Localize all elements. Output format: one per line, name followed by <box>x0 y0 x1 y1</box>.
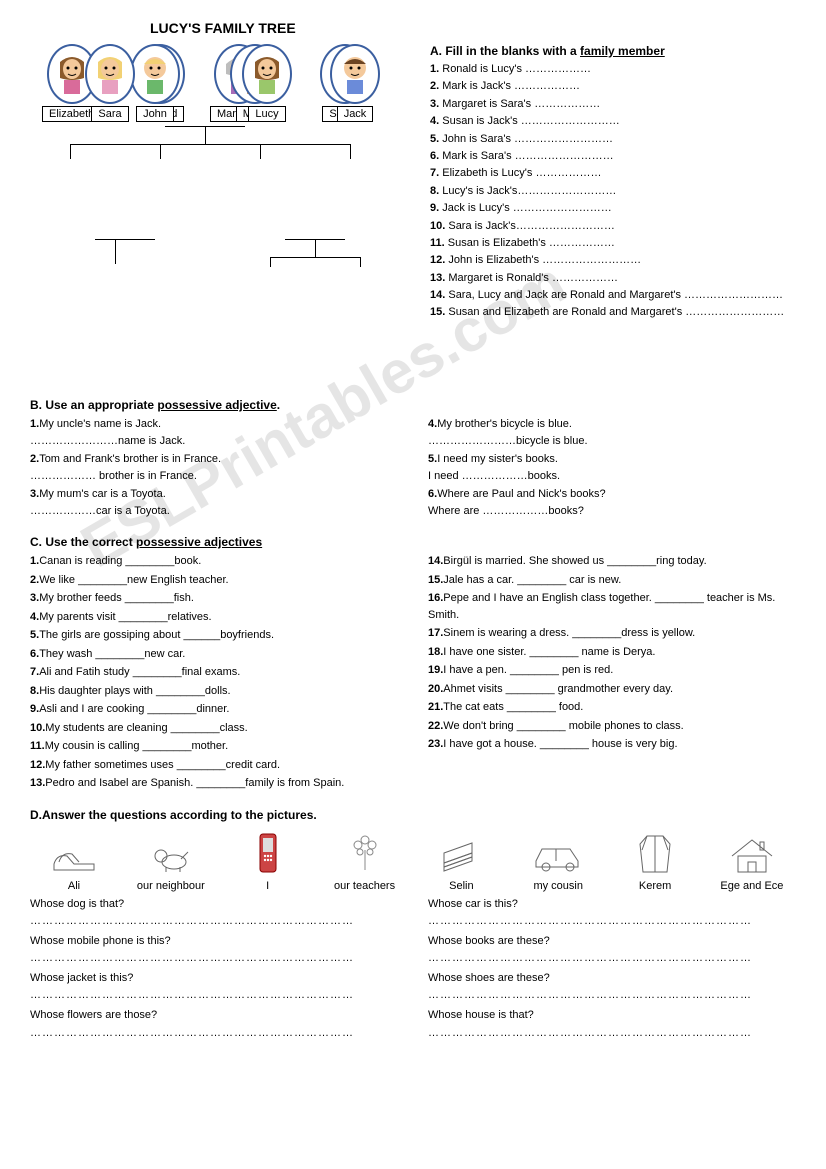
section-c-item: 13.Pedro and Isabel are Spanish. _______… <box>30 775 398 792</box>
picture-car: my cousin <box>514 830 602 892</box>
john-portrait <box>130 44 180 104</box>
section-a-list: 1. Ronald is Lucy's ……………… 2. Mark is Jac… <box>430 62 796 321</box>
section-b-item: 6.Where are Paul and Nick's books?Where … <box>428 486 796 519</box>
section-c-item: 6.They wash ________new car. <box>30 646 398 663</box>
section-b-item: 3.My mum's car is a Toyota.………………car is … <box>30 486 398 519</box>
section-d-item: Whose jacket is this?…………………………………………………… <box>30 970 398 1005</box>
section-c: C. Use the correct possessive adjectives… <box>30 535 796 794</box>
section-d-item: Whose mobile phone is this?…………………………………… <box>30 933 398 968</box>
section-c-item: 21.The cat eats ________ food. <box>428 699 796 716</box>
section-a-item: 14. Sara, Lucy and Jack are Ronald and M… <box>430 288 796 303</box>
section-a-item: 10. Sara is Jack's……………………… <box>430 219 796 234</box>
picture-phone: I <box>224 830 312 892</box>
section-c-item: 5.The girls are gossiping about ______bo… <box>30 627 398 644</box>
section-b-item: 1.My uncle's name is Jack.……………………name i… <box>30 416 398 449</box>
jack-portrait <box>330 44 380 104</box>
section-a-head: A. Fill in the blanks with a family memb… <box>430 44 796 58</box>
sara-portrait <box>85 44 135 104</box>
section-c-item: 3.My brother feeds ________fish. <box>30 590 398 607</box>
section-c-item: 17.Sinem is wearing a dress. ________dre… <box>428 625 796 642</box>
section-c-item: 8.His daughter plays with ________dolls. <box>30 683 398 700</box>
section-b-item: 4.My brother's bicycle is blue.……………………b… <box>428 416 796 449</box>
section-a-item: 15. Susan and Elizabeth are Ronald and M… <box>430 305 796 320</box>
section-d-item: Whose house is that?……………………………………………………… <box>428 1007 796 1042</box>
section-a-item: 3. Margaret is Sara's ……………… <box>430 97 796 112</box>
section-c-item: 14.Birgül is married. She showed us ____… <box>428 553 796 570</box>
section-c-item: 20.Ahmet visits ________ grandmother eve… <box>428 681 796 698</box>
section-d-item: Whose shoes are these?………………………………………………… <box>428 970 796 1005</box>
picture-dog: our neighbour <box>127 830 215 892</box>
picture-house: Ege and Ece <box>708 830 796 892</box>
section-d-head: D.Answer the questions according to the … <box>30 808 796 822</box>
john-label: John <box>136 106 174 122</box>
section-a-item: 11. Susan is Elizabeth's ……………… <box>430 236 796 251</box>
section-c-item: 15.Jale has a car. ________ car is new. <box>428 572 796 589</box>
section-c-item: 18.I have one sister. ________ name is D… <box>428 644 796 661</box>
section-a-item: 2. Mark is Jack's ……………… <box>430 79 796 94</box>
section-a-item: 13. Margaret is Ronald's ……………… <box>430 271 796 286</box>
section-a-item: 4. Susan is Jack's ……………………… <box>430 114 796 129</box>
section-b: B. Use an appropriate possessive adjecti… <box>30 398 796 521</box>
section-c-item: 10.My students are cleaning ________clas… <box>30 720 398 737</box>
section-d-item: Whose books are these?………………………………………………… <box>428 933 796 968</box>
picture-jacket: Kerem <box>611 830 699 892</box>
section-b-item: 5.I need my sister's books.I need ………………… <box>428 451 796 484</box>
section-a: A. Fill in the blanks with a family memb… <box>430 44 796 384</box>
section-c-item: 22.We don't bring ________ mobile phones… <box>428 718 796 735</box>
section-a-item: 12. John is Elizabeth's ……………………… <box>430 253 796 268</box>
lucy-portrait <box>242 44 292 104</box>
section-a-item: 1. Ronald is Lucy's ……………… <box>430 62 796 77</box>
section-c-item: 23.I have got a house. ________ house is… <box>428 736 796 753</box>
section-b-head: B. Use an appropriate possessive adjecti… <box>30 398 796 412</box>
section-a-item: 7. Elizabeth is Lucy's ……………… <box>430 166 796 181</box>
page-title: LUCY'S FAMILY TREE <box>150 20 796 36</box>
section-c-item: 7.Ali and Fatih study ________final exam… <box>30 664 398 681</box>
picture-flowers: our teachers <box>321 830 409 892</box>
section-c-head: C. Use the correct possessive adjectives <box>30 535 796 549</box>
section-c-item: 4.My parents visit ________relatives. <box>30 609 398 626</box>
section-c-item: 1.Canan is reading ________book. <box>30 553 398 570</box>
section-a-item: 8. Lucy's is Jack's……………………… <box>430 184 796 199</box>
section-c-item: 11.My cousin is calling ________mother. <box>30 738 398 755</box>
section-a-item: 9. Jack is Lucy's ……………………… <box>430 201 796 216</box>
section-d-item: Whose flowers are those?…………………………………………… <box>30 1007 398 1042</box>
section-d: D.Answer the questions according to the … <box>30 808 796 1045</box>
section-a-item: 6. Mark is Sara's ……………………… <box>430 149 796 164</box>
section-b-item: 2.Tom and Frank's brother is in France.…… <box>30 451 398 484</box>
section-c-item: 12.My father sometimes uses ________cred… <box>30 757 398 774</box>
section-c-item: 2.We like ________new English teacher. <box>30 572 398 589</box>
picture-books: Selin <box>417 830 505 892</box>
family-tree: Ronald Margaret Elizabeth John Mark Susa… <box>30 44 410 384</box>
picture-shoes: Ali <box>30 830 118 892</box>
section-c-item: 9.Asli and I are cooking ________dinner. <box>30 701 398 718</box>
section-d-item: Whose dog is that?…………………………………………………………… <box>30 896 398 931</box>
section-c-item: 16.Pepe and I have an English class toge… <box>428 590 796 623</box>
jack-label: Jack <box>337 106 374 122</box>
sara-label: Sara <box>91 106 128 122</box>
section-d-item: Whose car is this?…………………………………………………………… <box>428 896 796 931</box>
section-c-item: 19.I have a pen. ________ pen is red. <box>428 662 796 679</box>
section-a-item: 5. John is Sara's ……………………… <box>430 132 796 147</box>
lucy-label: Lucy <box>248 106 285 122</box>
